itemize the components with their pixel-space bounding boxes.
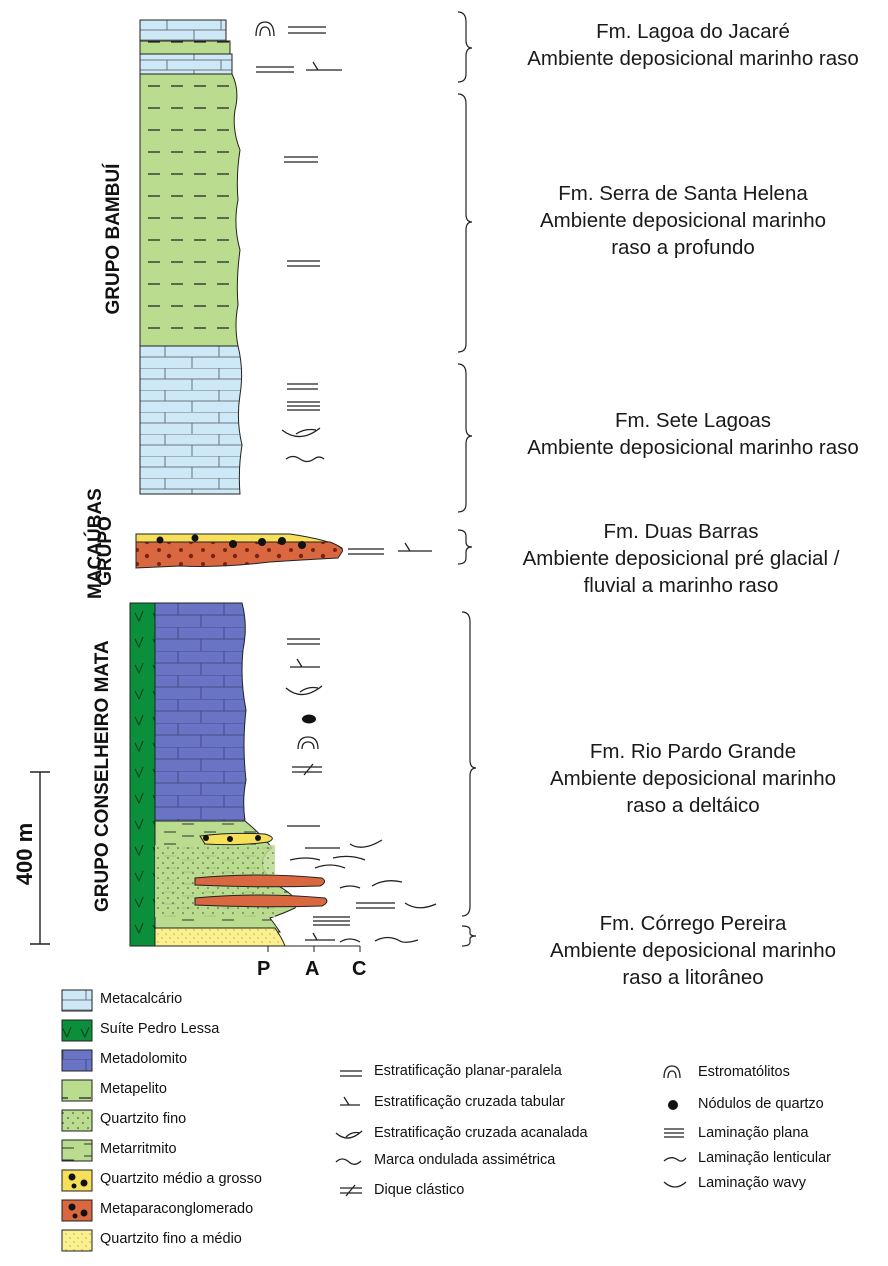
legend-metarritmito: Metarritmito [100,1141,177,1157]
layer-rio-pardo-grande [154,602,247,822]
structure-legend-icons [335,1065,687,1197]
formation-environment: fluvial a marinho raso [583,574,779,597]
formation-name: Fm. Sete Lagoas [614,409,772,432]
group-label-conselheiro-mata: GRUPO CONSELHEIRO MATA [92,640,113,912]
wavy-icon [404,902,437,909]
wavy-icon [663,1181,687,1188]
parallel-lines-icon [287,260,320,267]
legend-quartzito-fino: Quartzito fino [100,1111,187,1127]
layer-sete-lagoas [139,345,243,495]
parallel-lines-icon [348,548,384,555]
formation-serra-de-santa-helena: Fm. Serra de Santa Helena Ambiente depos… [498,180,868,261]
wavy-icon [349,839,383,848]
plane-lamination-icon [664,1128,684,1138]
formation-rio-pardo-grande: Fm. Rio Pardo Grande Ambiente deposicion… [508,738,878,819]
group-label-bambui: GRUPO BAMBUÍ [103,163,124,315]
formation-environment: Ambiente deposicional pré glacial / [522,547,840,570]
plane-lamination-icon [313,916,350,926]
legend-suite-pedro-lessa: Suíte Pedro Lessa [100,1021,220,1037]
formation-environment: Ambiente deposicional marinho [539,209,827,232]
layer-suite-pedro-lessa [129,602,156,947]
clastic-dike-icon [292,763,322,776]
legend-estratificacao-acanalada: Estratificação cruzada acanalada [374,1125,588,1141]
ripple-icon [335,1158,362,1165]
tabular-cross-icon [306,61,342,71]
nodule-icon [302,714,316,724]
nodule-icon [668,1100,678,1110]
parallel-lines-icon [340,1070,362,1077]
trough-cross-icon [335,1130,363,1139]
plane-lamination-icon [287,401,320,411]
formation-braces [457,11,477,947]
formation-sete-lagoas: Fm. Sete Lagoas Ambiente deposicional ma… [498,407,888,461]
layer-lagoa-do-jacare [139,19,233,75]
formation-environment: Ambiente deposicional marinho [549,767,837,790]
grain-label-p: P [257,958,271,980]
grain-size-axis [267,945,361,952]
ripple-icon [285,455,325,463]
formation-name: Fm. Lagoa do Jacaré [596,20,790,43]
formation-lagoa-do-jacare: Fm. Lagoa do Jacaré Ambiente deposiciona… [498,18,888,72]
sedimentary-structures [255,21,437,943]
parallel-lines-icon [256,66,294,73]
stromatolite-icon [663,1065,681,1079]
formation-environment: raso a litorâneo [622,966,764,989]
formation-environment: Ambiente deposicional marinho raso [527,436,859,459]
formation-name: Fm. Duas Barras [603,520,759,543]
parallel-lines-icon [288,26,326,34]
legend-laminacao-lenticular: Laminação lenticular [698,1150,831,1166]
parallel-lines-icon [287,383,318,390]
legend-estratificacao-planar: Estratificação planar-paralela [374,1063,562,1079]
scale-bar [30,771,50,945]
grain-label-c: C [352,958,367,980]
stromatolite-icon [255,21,275,37]
formation-corrego-pereira: Fm. Córrego Pereira Ambiente deposiciona… [508,910,878,991]
legend-metacalcario: Metacalcário [100,991,183,1007]
legend-dique-clastico: Dique clástico [374,1182,465,1198]
legend-metadolomito: Metadolomito [100,1051,188,1067]
group-label-macaubas-2: MACAÚBAS [85,488,106,599]
ripple-icon [339,880,403,889]
parallel-lines-icon [356,902,395,909]
legend-estromatolitos: Estromatólitos [698,1064,790,1080]
lenticular-icon [289,855,366,861]
formation-name: Fm. Rio Pardo Grande [589,740,797,763]
legend-metaparaconglomerado: Metaparaconglomerado [100,1201,254,1217]
legend-laminacao-plana: Laminação plana [698,1125,809,1141]
layer-duas-barras [135,533,344,569]
legend-metapelito: Metapelito [100,1081,167,1097]
trough-cross-icon [285,685,323,696]
tabular-cross-icon [305,932,335,941]
formation-name: Fm. Córrego Pereira [599,912,787,935]
parallel-lines-icon [284,156,318,163]
legend-laminacao-wavy: Laminação wavy [698,1175,806,1191]
legend-nodulos-quartzo: Nódulos de quartzo [698,1096,824,1112]
layer-serra-de-santa-helena [139,73,241,347]
legend-quartzito-fino-medio: Quartzito fino a médio [100,1231,242,1247]
formation-environment: Ambiente deposicional marinho raso [527,47,859,70]
tabular-cross-icon [340,1096,360,1106]
formation-environment: raso a deltáico [626,794,760,817]
scale-label: 400 m [12,822,37,886]
formation-environment: Ambiente deposicional marinho [549,939,837,962]
lenticular-icon [663,1157,687,1162]
lithology-legend-swatches [61,989,93,1252]
parallel-lines-icon [287,638,320,645]
legend-quartzito-medio-grosso: Quartzito médio a grosso [100,1171,262,1187]
grain-label-a: A [305,958,320,980]
trough-cross-icon [281,427,321,438]
formation-duas-barras: Fm. Duas Barras Ambiente deposicional pr… [478,518,884,599]
legend-marca-ondulada: Marca ondulada assimétrica [374,1152,556,1168]
legend-estratificacao-tabular: Estratificação cruzada tabular [374,1094,566,1110]
clastic-dike-icon [340,1184,362,1197]
stromatolite-icon [297,736,319,750]
ripple-icon [374,936,419,943]
layer-corrego-pereira [154,820,328,947]
formation-environment: raso a profundo [611,236,755,259]
tabular-cross-icon [290,658,320,668]
tabular-cross-icon [398,542,432,552]
formation-name: Fm. Serra de Santa Helena [558,182,808,205]
